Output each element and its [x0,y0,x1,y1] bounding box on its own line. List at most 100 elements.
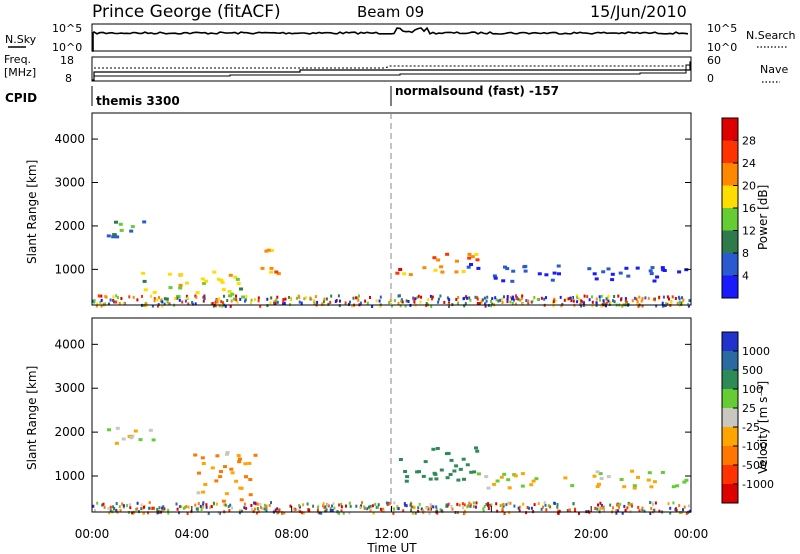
heatmap-cell [263,503,266,507]
date-title: 15/Jun/2010 [590,2,687,21]
heatmap-cell [352,296,355,300]
velocity-yaxis: 1000 2000 3000 4000 [54,337,691,483]
heatmap-cell [636,475,640,479]
heatmap-cell [529,483,534,487]
heatmap-cell [560,304,563,308]
heatmap-cell [274,270,279,274]
heatmap-cell [472,470,477,474]
heatmap-cell [432,471,437,475]
heatmap-cell [118,222,123,226]
nave-series-line [94,64,691,77]
heatmap-cell [463,304,466,308]
heatmap-cell [276,300,279,304]
heatmap-cell [157,304,159,308]
heatmap-cell [385,501,388,505]
heatmap-cell [337,294,340,298]
heatmap-cell [230,471,235,475]
heatmap-cell [102,302,105,306]
heatmap-cell [200,456,205,460]
heatmap-cell [543,501,546,504]
heatmap-cell [282,301,285,305]
heatmap-cell [609,300,612,304]
heatmap-cell [289,504,292,508]
heatmap-cell [509,501,512,505]
heatmap-cell [232,297,237,301]
heatmap-cell [437,300,440,304]
heatmap-cell [624,299,627,303]
heatmap-cell [192,302,194,306]
heatmap-cell [540,507,543,511]
ytick-label: 2000 [54,425,85,439]
heatmap-cell [492,482,497,486]
heatmap-cell [597,482,601,486]
heatmap-cell [298,295,301,299]
heatmap-cell [520,472,525,476]
heatmap-cell [382,509,385,513]
heatmap-cell [602,508,605,512]
heatmap-cell [289,297,292,301]
heatmap-cell [156,298,159,302]
heatmap-cell [523,264,528,268]
heatmap-cell [255,511,258,515]
heatmap-cell [501,507,504,511]
heatmap-cell [221,304,224,308]
heatmap-cell [326,503,329,507]
heatmap-cell [126,504,129,508]
heatmap-cell [490,300,492,303]
heatmap-cell [212,501,215,505]
heatmap-cell [497,299,500,303]
heatmap-cell [571,296,574,300]
heatmap-cell [499,504,502,508]
heatmap-cell [156,507,159,511]
heatmap-cell [100,298,103,302]
heatmap-cell [568,508,571,512]
heatmap-cell [485,299,488,303]
heatmap-cell [475,501,478,505]
heatmap-cell [672,501,675,505]
heatmap-cell [660,471,665,474]
heatmap-cell [445,252,450,256]
heatmap-cell [674,297,677,300]
heatmap-cell [401,300,404,304]
heatmap-cell [202,299,205,303]
heatmap-cell [448,304,450,308]
heatmap-cell [661,301,664,305]
heatmap-cell [619,502,622,506]
freq-label: Freq. [4,53,31,66]
heatmap-cell [641,304,644,308]
colorbar-swatch [722,185,738,209]
heatmap-cell [389,299,392,303]
heatmap-cell [514,302,517,306]
heatmap-cell [466,265,471,269]
heatmap-cell [592,474,597,478]
heatmap-cell [251,508,254,511]
nave-tick-bottom: 0 [707,72,714,85]
heatmap-cell [357,298,360,302]
heatmap-cell [550,278,555,282]
heatmap-cell [436,258,441,262]
heatmap-cell [115,426,120,430]
heatmap-cell [649,485,654,489]
heatmap-cell [168,286,173,290]
heatmap-cell [411,511,414,515]
heatmap-cell [223,465,227,469]
heatmap-cell [525,299,528,303]
heatmap-cell [486,295,489,299]
heatmap-cell [161,508,164,512]
heatmap-cell [152,506,155,510]
heatmap-cell [652,503,654,507]
heatmap-cell [196,491,201,495]
heatmap-cell [273,302,276,305]
ytick-label: 4000 [54,337,85,351]
nsky-panel-frame [91,23,692,52]
heatmap-cell [184,299,187,303]
nsearch-label: N.Search [746,29,796,42]
heatmap-cell [605,297,608,301]
heatmap-cell [166,300,169,304]
heatmap-cell [282,299,285,303]
heatmap-cell [466,505,469,509]
heatmap-cell [429,507,431,511]
heatmap-cell [293,507,296,511]
heatmap-cell [115,235,120,239]
heatmap-cell [95,304,98,308]
